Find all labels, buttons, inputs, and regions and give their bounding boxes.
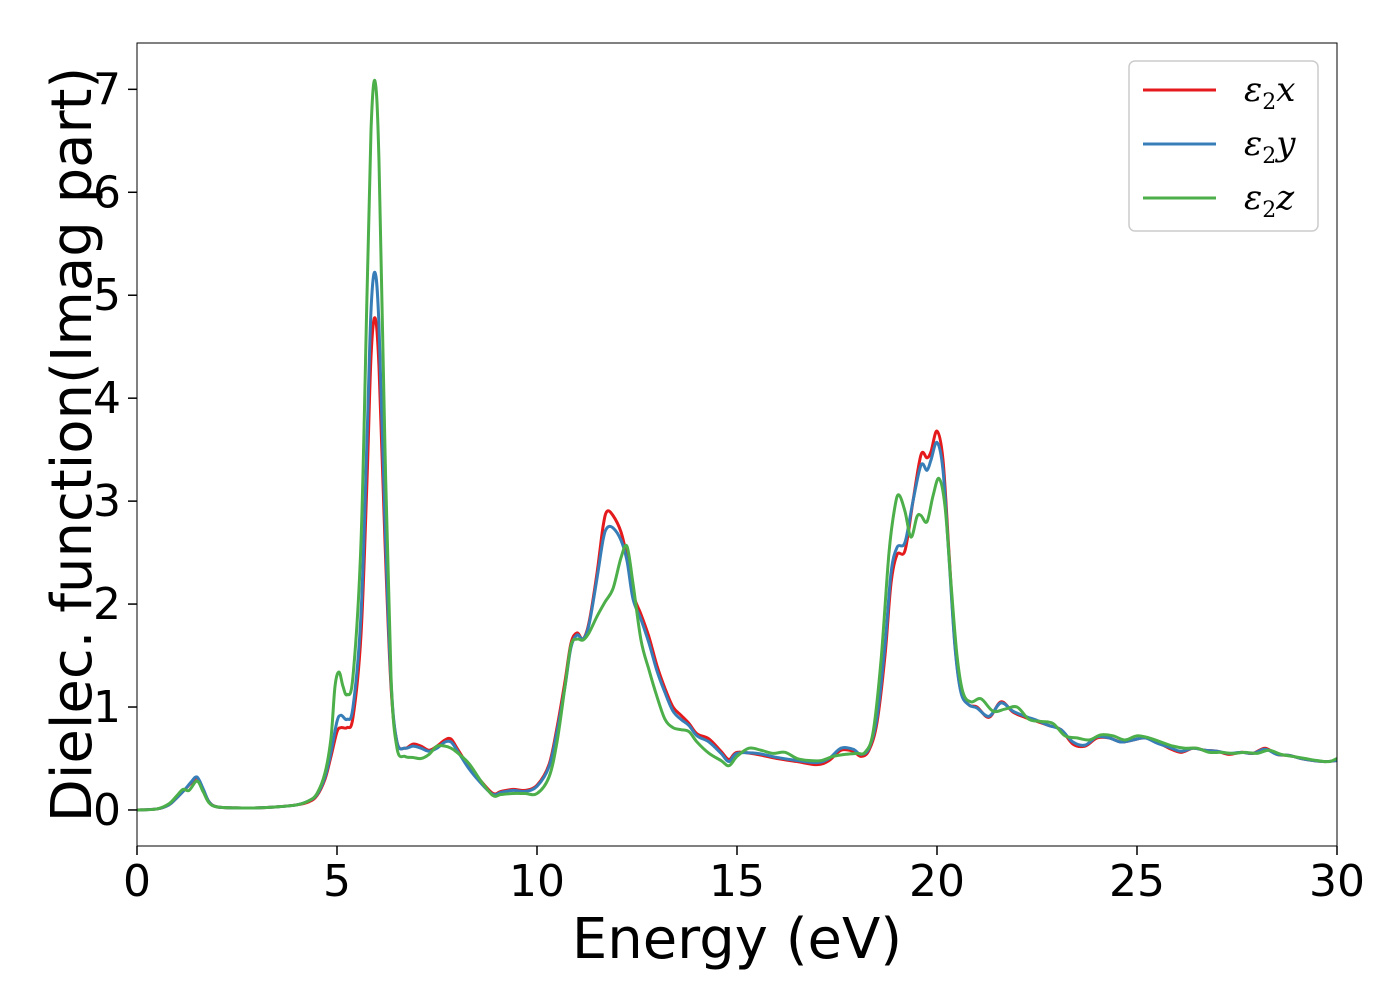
y-axis: 0 1 2 3 4 5 6 7 <box>93 64 137 836</box>
x-axis-label: Energy (eV) <box>572 907 902 972</box>
legend-box <box>1128 60 1319 232</box>
x-tick-label: 20 <box>909 856 965 907</box>
y-tick-label: 1 <box>93 682 121 733</box>
series-line-z <box>137 78 1337 812</box>
y-tick-label: 0 <box>93 785 121 836</box>
y-axis-label: Dielec. function(Imag part) <box>40 67 105 823</box>
legend: ε2x ε2y ε2z <box>1128 60 1319 232</box>
x-tick-label: 30 <box>1309 856 1365 907</box>
series-line-y <box>137 270 1337 812</box>
y-tick-label: 6 <box>93 167 121 218</box>
plot-lines <box>137 78 1337 812</box>
legend-entry-y: ε2y <box>1244 124 1296 169</box>
x-tick-label: 0 <box>123 856 151 907</box>
x-axis: 0 5 10 15 20 25 30 <box>123 846 1365 907</box>
y-tick-label: 3 <box>93 476 121 527</box>
x-tick-label: 25 <box>1109 856 1165 907</box>
y-tick-label: 5 <box>93 270 121 321</box>
y-tick-label: 7 <box>93 64 121 115</box>
legend-entry-x: ε2x <box>1244 70 1295 115</box>
x-tick-label: 5 <box>323 856 351 907</box>
y-tick-label: 4 <box>93 373 121 424</box>
legend-entry-z: ε2z <box>1244 178 1295 223</box>
y-tick-label: 2 <box>93 579 121 630</box>
x-tick-label: 10 <box>509 856 565 907</box>
x-tick-label: 15 <box>709 856 765 907</box>
